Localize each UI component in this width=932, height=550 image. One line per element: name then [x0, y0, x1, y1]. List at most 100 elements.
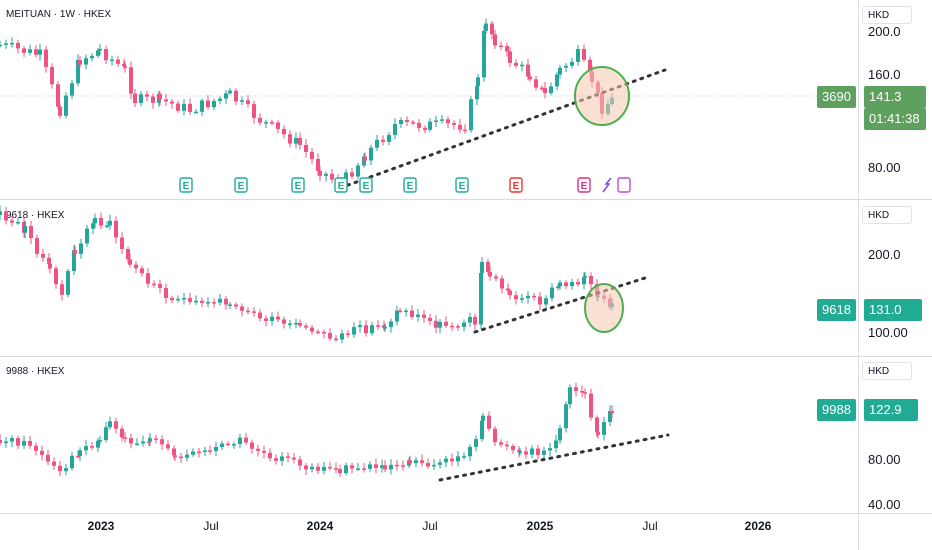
- candle-body: [96, 440, 100, 448]
- candle-body: [258, 312, 262, 319]
- candle-body: [182, 103, 186, 111]
- candle-body: [486, 261, 490, 272]
- candle-body: [129, 438, 133, 444]
- candle-body: [444, 458, 448, 463]
- pane-separator[interactable]: [0, 199, 932, 200]
- candle-body: [28, 49, 32, 53]
- candle-body: [330, 173, 334, 180]
- candle-body: [494, 276, 498, 279]
- earnings-event-label: E: [513, 181, 520, 192]
- highlight-ellipse: [584, 283, 624, 333]
- candle-body: [84, 58, 88, 65]
- candle-body: [76, 455, 80, 458]
- candle-body: [393, 124, 397, 135]
- symbol-label-9988[interactable]: 9988 · HKEX: [6, 366, 65, 377]
- candle-body: [268, 452, 272, 459]
- candle-body: [147, 441, 151, 443]
- candle-body: [176, 103, 180, 111]
- candle-body: [526, 64, 530, 77]
- candle-body: [212, 100, 216, 108]
- candle-body: [518, 451, 522, 453]
- candle-body: [338, 468, 342, 474]
- candle-body: [123, 437, 127, 439]
- currency-button[interactable]: HKD: [862, 6, 912, 24]
- price-tick: 100.00: [868, 325, 908, 340]
- candle-body: [558, 428, 562, 441]
- candle-body: [158, 283, 162, 288]
- candle-body: [576, 282, 580, 285]
- candle-body: [550, 287, 554, 299]
- candle-body: [270, 316, 274, 322]
- candle-body: [414, 460, 418, 464]
- candle-body: [514, 295, 518, 300]
- candle-body: [228, 90, 232, 94]
- candle-body: [582, 277, 586, 285]
- candle-body: [484, 23, 488, 31]
- candle-body: [554, 440, 558, 449]
- candle-body: [488, 271, 492, 277]
- candle-body: [72, 250, 76, 271]
- candle-body: [499, 442, 503, 445]
- currency-button[interactable]: HKD: [862, 206, 912, 224]
- split-event-icon: [602, 177, 612, 193]
- candle-body: [346, 333, 350, 335]
- candle-body: [450, 325, 454, 328]
- candle-body: [532, 295, 536, 298]
- candle-body: [188, 298, 192, 302]
- candle-body: [380, 465, 384, 468]
- candle-body: [133, 93, 137, 103]
- price-axis-border: [858, 0, 859, 550]
- symbol-label-9618[interactable]: 9618 · HKEX: [6, 210, 65, 221]
- candle-body: [200, 300, 204, 303]
- candle-body: [252, 311, 256, 313]
- candle-body: [79, 243, 83, 254]
- candle-body: [589, 276, 593, 285]
- candle-body: [481, 415, 485, 421]
- candle-body: [258, 117, 262, 123]
- candle-body: [548, 448, 552, 451]
- candle-body: [493, 428, 497, 443]
- pane-separator[interactable]: [0, 356, 932, 357]
- ticker-badge-3690: 3690: [817, 86, 856, 108]
- symbol-label-meituan[interactable]: MEITUAN · 1W · HKEX: [6, 9, 112, 20]
- candle-body: [580, 390, 584, 393]
- candle-body: [23, 226, 27, 233]
- candle-body: [206, 100, 210, 108]
- last-price-badge: 122.9: [864, 399, 918, 421]
- candle-body: [356, 468, 360, 470]
- candle-body: [417, 122, 421, 128]
- candle-body: [41, 253, 45, 258]
- candle-body: [480, 420, 484, 440]
- candle-body: [328, 466, 332, 469]
- candle-body: [292, 457, 296, 460]
- candle-body: [288, 134, 292, 144]
- candle-body: [276, 316, 280, 320]
- candle-body: [228, 304, 232, 306]
- candle-body: [252, 104, 256, 118]
- candle-body: [104, 427, 108, 441]
- currency-button[interactable]: HKD: [862, 362, 912, 380]
- candle-body: [244, 437, 248, 443]
- highlight-ellipse: [574, 66, 630, 126]
- candle-body: [234, 90, 238, 102]
- candle-body: [40, 450, 44, 455]
- time-axis-label: Jul: [422, 519, 438, 533]
- candle-body: [410, 310, 414, 317]
- candle-body: [304, 325, 308, 328]
- candle-body: [316, 466, 320, 471]
- time-axis-border: [0, 513, 932, 514]
- time-axis-label: Jul: [203, 519, 219, 533]
- candle-body: [170, 101, 174, 104]
- price-tick: 80.00: [868, 160, 901, 175]
- candle-body: [514, 62, 518, 66]
- candle-body: [0, 440, 2, 444]
- candle-body: [334, 468, 338, 470]
- candle-body: [389, 464, 393, 470]
- candle-body: [208, 450, 212, 452]
- candle-body: [508, 51, 512, 63]
- candle-body: [438, 321, 442, 328]
- price-tick: 200.0: [868, 247, 901, 262]
- candle-body: [304, 144, 308, 153]
